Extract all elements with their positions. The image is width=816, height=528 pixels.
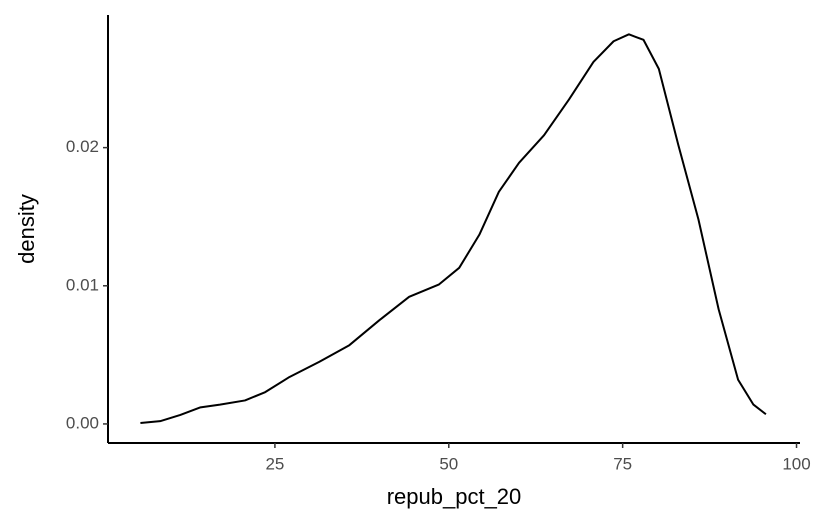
x-tick-label: 75 — [613, 454, 632, 473]
x-axis-title: repub_pct_20 — [387, 484, 522, 509]
y-axis-title: density — [14, 194, 39, 264]
x-tick-label: 50 — [439, 454, 458, 473]
density-line — [140, 33, 767, 424]
y-tick-label: 0.00 — [66, 413, 99, 432]
y-tick-label: 0.01 — [66, 275, 99, 294]
x-tick-label: 100 — [782, 454, 810, 473]
x-tick-label: 25 — [265, 454, 284, 473]
y-tick-label: 0.02 — [66, 137, 99, 156]
